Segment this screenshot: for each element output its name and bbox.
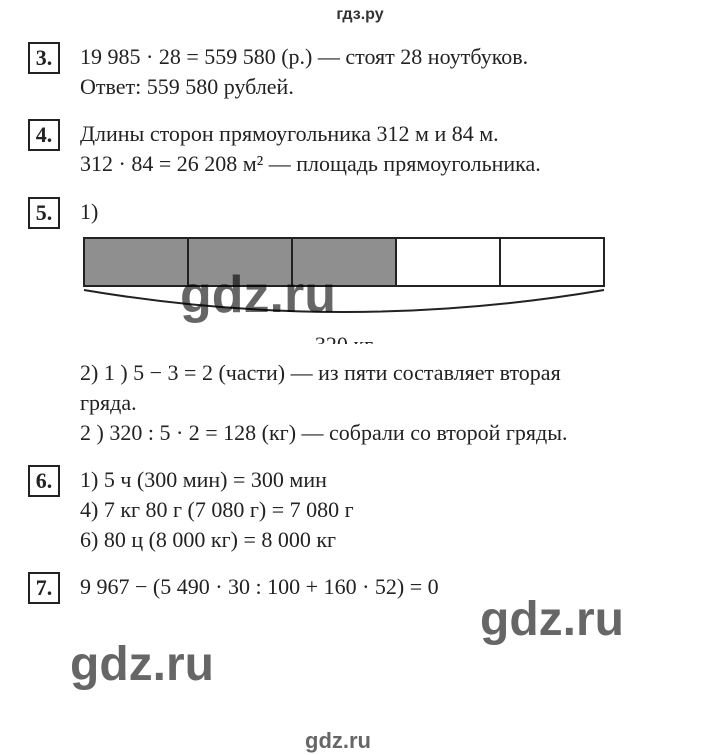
problem-body: 1) 5 ч (300 мин) = 300 мин 4) 7 кг 80 г … [80,465,692,554]
diagram-cell [188,238,292,286]
text-line: Ответ: 559 580 рублей. [80,72,692,102]
diagram-cell [292,238,396,286]
problem-7: 7. 9 967 − (5 490 · 30 : 100 + 160 · 52)… [0,572,720,604]
diagram-svg: 320 кг [80,234,620,344]
text-line: 19 985 · 28 = 559 580 (р.) — стоят 28 но… [80,42,692,72]
watermark: gdz.ru [305,728,371,754]
problem-body: 19 985 · 28 = 559 580 (р.) — стоят 28 но… [80,42,692,101]
problem-number: 6. [28,465,60,497]
problem-body: 1) 320 кг 2) 1 ) 5 − 3 = 2 (части) — из … [80,197,692,447]
problem-number: 3. [28,42,60,74]
text-line: гряда. [80,388,692,418]
problem-5: 5. 1) 320 кг 2) 1 ) 5 − 3 = 2 (части) — … [0,197,720,447]
text-line: 312 · 84 = 26 208 м² — площадь прямоугол… [80,149,692,179]
text-line: 9 967 − (5 490 · 30 : 100 + 160 · 52) = … [80,572,692,602]
diagram-brace [84,290,604,312]
page-header: гдз.ру [0,0,720,24]
diagram-label: 320 кг [315,332,373,344]
diagram-cell [396,238,500,286]
problem-3: 3. 19 985 · 28 = 559 580 (р.) — стоят 28… [0,42,720,101]
text-line: 1) [80,197,692,227]
text-line: 6) 80 ц (8 000 кг) = 8 000 кг [80,525,692,555]
problem-number: 7. [28,572,60,604]
watermark: gdz.ru [70,637,214,692]
problem-4: 4. Длины сторон прямоугольника 312 м и 8… [0,119,720,178]
text-line: 4) 7 кг 80 г (7 080 г) = 7 080 г [80,495,692,525]
bar-diagram: 320 кг [80,234,692,352]
text-line: 1) 5 ч (300 мин) = 300 мин [80,465,692,495]
diagram-cell [500,238,604,286]
problem-body: Длины сторон прямоугольника 312 м и 84 м… [80,119,692,178]
problem-number: 4. [28,119,60,151]
text-line: 2) 1 ) 5 − 3 = 2 (части) — из пяти соста… [80,358,692,388]
diagram-cell [84,238,188,286]
text-line: 2 ) 320 : 5 · 2 = 128 (кг) — собрали со … [80,418,692,448]
problem-6: 6. 1) 5 ч (300 мин) = 300 мин 4) 7 кг 80… [0,465,720,554]
text-line: Длины сторон прямоугольника 312 м и 84 м… [80,119,692,149]
problem-body: 9 967 − (5 490 · 30 : 100 + 160 · 52) = … [80,572,692,602]
problem-number: 5. [28,197,60,229]
